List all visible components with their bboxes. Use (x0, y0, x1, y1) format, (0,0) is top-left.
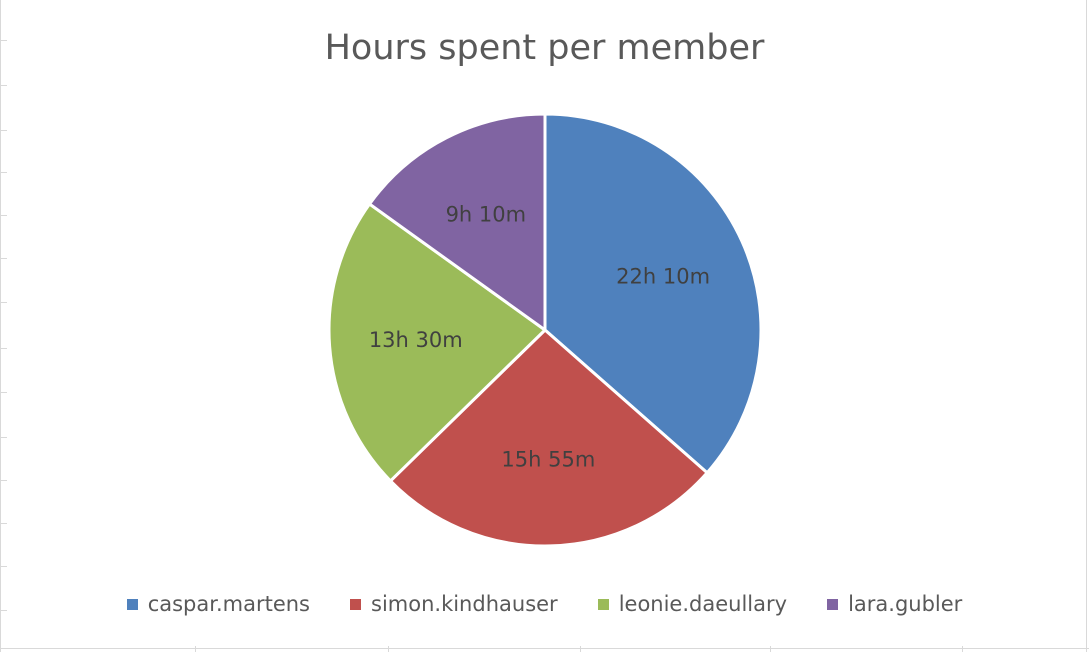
grid-tick (0, 348, 7, 349)
pie-slice-caspar-martens (543, 112, 763, 475)
frame-right-border (1086, 0, 1087, 652)
legend-label: leonie.daeullary (618, 592, 788, 616)
legend-label: simon.kindhauser (371, 592, 558, 616)
grid-tick (0, 566, 7, 567)
grid-tick (580, 646, 581, 652)
data-label-leonie-daeullary: 13h 30m (369, 328, 463, 352)
grid-tick (0, 215, 7, 216)
frame-bottom-border (0, 648, 1089, 649)
data-label-caspar-martens: 22h 10m (616, 265, 710, 289)
grid-tick (0, 85, 7, 86)
legend-swatch (827, 598, 839, 610)
legend-label: lara.gubler (848, 592, 963, 616)
grid-tick (0, 392, 7, 393)
legend-swatch (126, 598, 138, 610)
grid-tick (0, 258, 7, 259)
frame-left-border (0, 0, 1, 652)
grid-tick (195, 646, 196, 652)
data-label-simon-kindhauser: 15h 55m (501, 448, 595, 472)
grid-tick (0, 302, 7, 303)
grid-tick (0, 610, 7, 611)
grid-tick (962, 646, 963, 652)
legend-label: caspar.martens (147, 592, 310, 616)
grid-tick (0, 480, 7, 481)
chart-legend: caspar.martens simon.kindhauser leonie.d… (0, 592, 1089, 616)
data-label-lara-gubler: 9h 10m (446, 203, 527, 227)
grid-tick (0, 130, 7, 131)
grid-tick (388, 646, 389, 652)
legend-item: lara.gubler (827, 592, 962, 616)
legend-swatch (597, 598, 609, 610)
legend-item: caspar.martens (126, 592, 310, 616)
legend-swatch (350, 598, 361, 610)
pie-slice-simon-kindhauser (388, 328, 709, 548)
grid-tick (0, 437, 7, 438)
grid-tick (0, 523, 7, 524)
grid-tick (0, 40, 7, 41)
grid-tick (0, 172, 7, 173)
chart-title: Hours spent per member (324, 28, 765, 68)
pie-slice-leonie-daeullary (327, 202, 547, 483)
pie-slice-lara-gubler (368, 112, 547, 332)
grid-tick (770, 646, 771, 652)
legend-item: simon.kindhauser (350, 592, 558, 616)
legend-item: leonie.daeullary (597, 592, 788, 616)
